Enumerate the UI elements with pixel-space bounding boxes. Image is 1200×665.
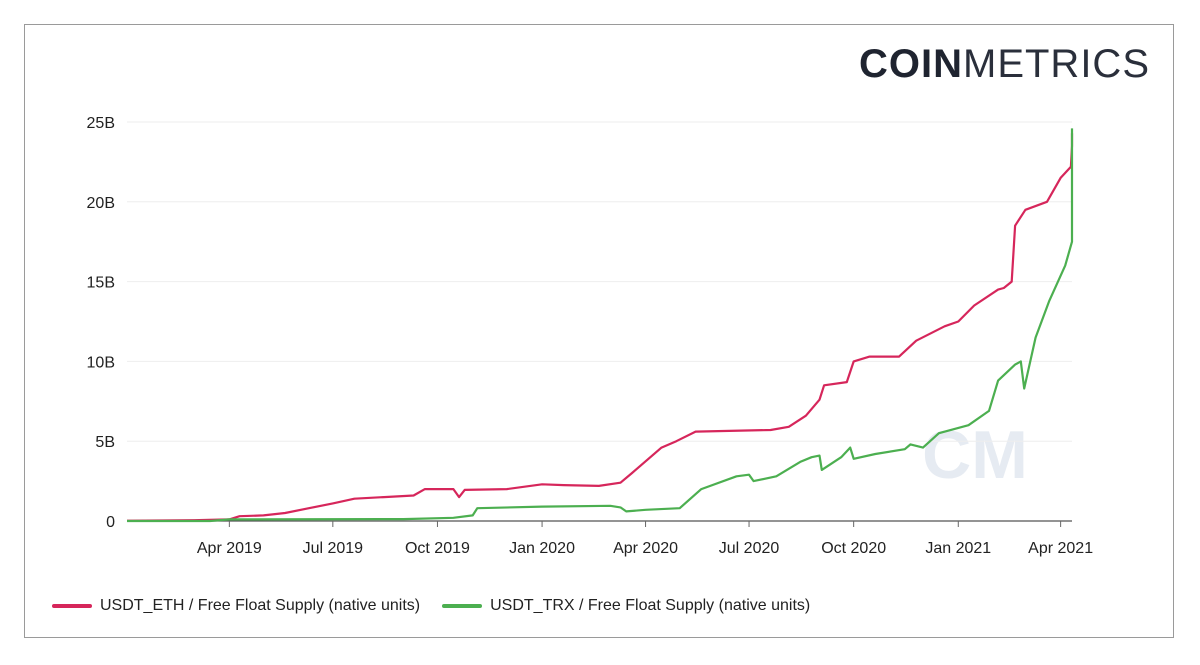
- legend-item-usdt-eth[interactable]: USDT_ETH / Free Float Supply (native uni…: [52, 597, 420, 615]
- cm-watermark: CM: [922, 417, 1028, 493]
- y-gridlines: [127, 121, 1072, 442]
- y-tick-label: 0: [106, 514, 115, 531]
- legend-label-usdt-trx: USDT_TRX / Free Float Supply (native uni…: [490, 597, 811, 614]
- y-tick-label: 10B: [87, 354, 115, 371]
- x-tick-label: Jul 2020: [719, 540, 780, 557]
- legend-swatch-usdt-eth: [52, 604, 92, 608]
- coinmetrics-logo: COINMETRICS: [859, 42, 1150, 86]
- x-tick-label: Jan 2021: [925, 540, 991, 557]
- x-tick-label: Apr 2021: [1028, 540, 1093, 557]
- x-tick-label: Jul 2019: [303, 540, 364, 557]
- series-line-usdt-trx[interactable]: [127, 128, 1074, 523]
- y-axis: 0 5B 10B 15B 20B 25B: [87, 115, 116, 531]
- y-tick-label: 5B: [95, 434, 115, 451]
- y-tick-label: 25B: [87, 115, 115, 132]
- legend-swatch-usdt-trx: [442, 604, 483, 608]
- legend-label-usdt-eth: USDT_ETH / Free Float Supply (native uni…: [100, 597, 421, 614]
- series-line-usdt-eth[interactable]: [126, 133, 1074, 522]
- chart-frame: [24, 24, 1174, 638]
- legend: USDT_ETH / Free Float Supply (native uni…: [52, 594, 810, 618]
- x-tick-label: Oct 2019: [405, 540, 470, 557]
- y-tick-label: 20B: [87, 195, 115, 212]
- x-axis: Apr 2019 Jul 2019 Oct 2019 Jan 2020 Apr 2020…: [127, 520, 1093, 557]
- x-tick-label: Jan 2020: [509, 540, 575, 557]
- legend-item-usdt-trx[interactable]: USDT_TRX / Free Float Supply (native uni…: [442, 597, 810, 615]
- x-tick-label: Apr 2019: [197, 540, 262, 557]
- x-tick-label: Oct 2020: [821, 540, 886, 557]
- x-tick-label: Apr 2020: [613, 540, 678, 557]
- y-tick-label: 15B: [87, 275, 115, 292]
- series-lines: [126, 128, 1074, 523]
